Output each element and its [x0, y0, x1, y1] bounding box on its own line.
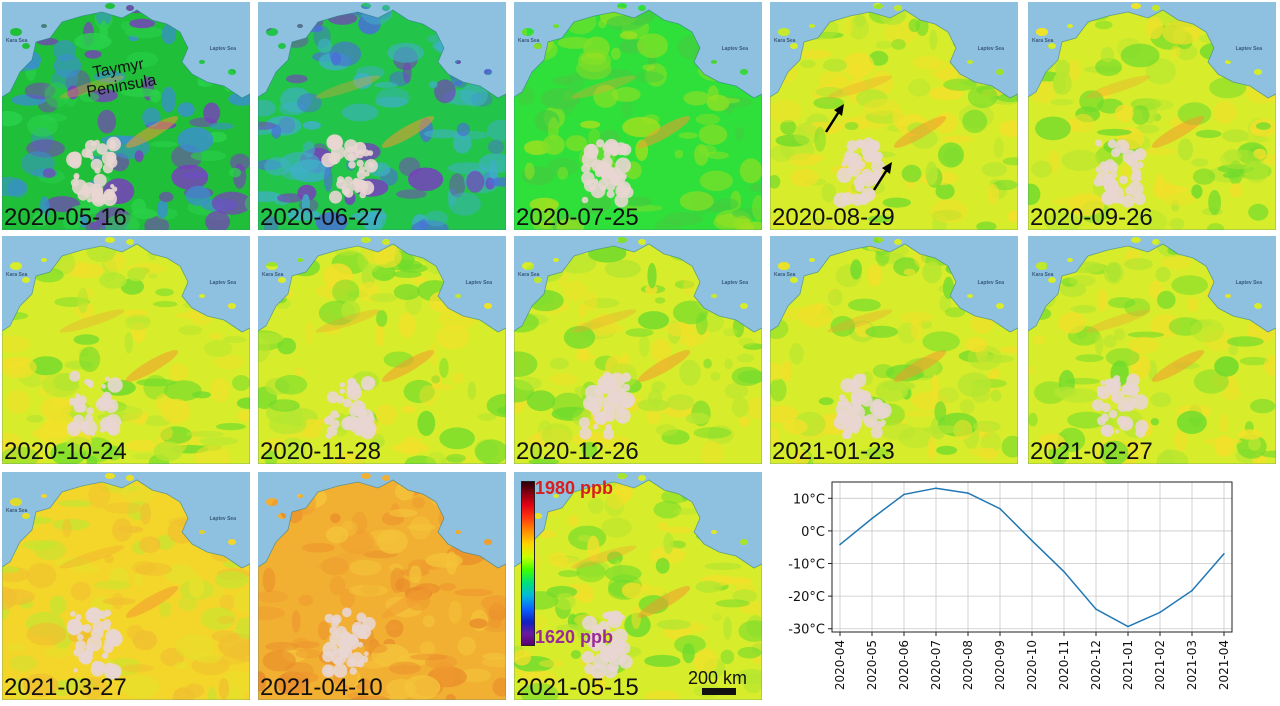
arrow-icon — [824, 104, 844, 133]
x-tick-label: 2021-04 — [1217, 640, 1231, 690]
map-panel: Kara Sea Laptev Sea 2020-09-26 — [1028, 2, 1276, 230]
kara-sea-label: Kara Sea — [774, 272, 796, 278]
y-tick-label: -10°C — [788, 558, 825, 573]
methane-map — [770, 236, 1018, 464]
map-panel: Kara Sea Laptev Sea 2020-07-25 — [514, 2, 762, 230]
kara-sea-label: Kara Sea — [1032, 38, 1054, 44]
x-tick-label: 2020-07 — [929, 640, 943, 690]
methane-map — [1028, 236, 1276, 464]
laptev-sea-label: Laptev Sea — [209, 46, 236, 52]
map-panel: Kara Sea Laptev Sea 2021-02-27 — [1028, 236, 1276, 464]
methane-map — [514, 236, 762, 464]
methane-map — [258, 472, 506, 700]
date-label: 2021-05-15 — [516, 674, 639, 700]
x-tick-label: 2020-05 — [865, 640, 879, 690]
colorbar-min-label: 1620 ppb — [535, 627, 614, 647]
date-label: 2020-12-26 — [516, 438, 639, 464]
date-label: 2020-05-16 — [4, 204, 127, 230]
date-label: 2021-02-27 — [1030, 438, 1153, 464]
data-point — [1191, 589, 1193, 592]
methane-map — [770, 2, 1018, 230]
x-tick-label: 2021-03 — [1185, 640, 1199, 690]
laptev-sea-label: Laptev Sea — [721, 280, 748, 286]
x-tick-label: 2020-06 — [897, 640, 911, 690]
x-tick-label: 2020-12 — [1089, 640, 1103, 690]
methane-colorbar — [521, 481, 535, 646]
laptev-sea-label: Laptev Sea — [465, 280, 492, 286]
kara-sea-label: Kara Sea — [774, 38, 796, 44]
laptev-sea-label: Laptev Sea — [1235, 280, 1262, 286]
x-tick-label: 2020-10 — [1025, 640, 1039, 690]
data-point — [1127, 625, 1129, 628]
methane-map — [514, 472, 762, 700]
data-point — [999, 507, 1001, 510]
y-tick-label: 10°C — [793, 492, 825, 507]
map-panel: 2021-05-15 — [514, 472, 762, 700]
map-panel: Kara Sea Laptev Sea 2020-10-24 — [2, 236, 250, 464]
kara-sea-label: Kara Sea — [518, 272, 540, 278]
methane-map — [2, 472, 250, 700]
map-panel: Kara Sea Laptev Sea 2021-01-23 — [770, 236, 1018, 464]
laptev-sea-label: Laptev Sea — [209, 516, 236, 522]
laptev-sea-label: Laptev Sea — [977, 280, 1004, 286]
temperature-chart: 10°C 0°C -10°C -20°C -30°C 2020-04 2020-05 2020… — [788, 481, 1233, 690]
data-point — [1095, 608, 1097, 610]
methane-map — [258, 2, 506, 230]
date-label: 2020-07-25 — [516, 204, 639, 230]
y-tick-label: -30°C — [788, 623, 825, 638]
x-tick-label: 2021-01 — [1121, 640, 1135, 690]
x-tick-label: 2020-09 — [993, 640, 1007, 690]
x-tick-label: 2020-08 — [961, 640, 975, 690]
date-label: 2021-04-10 — [260, 674, 383, 700]
laptev-sea-label: Laptev Sea — [1235, 46, 1262, 52]
date-label: 2020-10-24 — [4, 438, 127, 464]
kara-sea-label: Kara Sea — [6, 508, 28, 514]
methane-map — [1028, 2, 1276, 230]
methane-map — [2, 236, 250, 464]
scale-bar — [702, 688, 736, 695]
laptev-sea-label: Laptev Sea — [977, 46, 1004, 52]
kara-sea-label: Kara Sea — [6, 38, 28, 44]
y-tick-label: 0°C — [801, 525, 825, 540]
data-point — [1159, 611, 1161, 614]
x-tick-label: 2020-11 — [1057, 640, 1071, 690]
map-panel: Kara Sea Laptev Sea 2021-03-27 — [2, 472, 250, 700]
date-label: 2020-09-26 — [1030, 204, 1153, 230]
methane-map — [2, 2, 250, 230]
laptev-sea-label: Laptev Sea — [721, 46, 748, 52]
data-point — [903, 493, 905, 496]
arrow-icon — [872, 162, 892, 191]
kara-sea-label: Kara Sea — [262, 272, 284, 278]
kara-sea-label: Kara Sea — [518, 38, 540, 44]
methane-map — [258, 236, 506, 464]
colorbar-max-label: 1980 ppb — [535, 478, 614, 498]
data-point — [1031, 539, 1033, 542]
map-panel: 2021-04-10 — [258, 472, 506, 700]
date-label: 2020-11-28 — [260, 438, 381, 464]
map-panel: Kara Sea Laptev Sea 2020-11-28 — [258, 236, 506, 464]
date-label: 2021-01-23 — [772, 438, 895, 464]
map-panel: Kara Sea Laptev Sea 2020-12-26 — [514, 236, 762, 464]
laptev-sea-label: Laptev Sea — [209, 280, 236, 286]
map-panel: Kara Sea Laptev Sea 2020-08-29 — [770, 2, 1018, 230]
data-point — [1063, 570, 1065, 573]
kara-sea-label: Kara Sea — [1032, 272, 1054, 278]
data-point — [1223, 552, 1225, 555]
data-point — [935, 487, 937, 489]
data-point — [839, 543, 841, 546]
map-panel: 2020-06-27 — [258, 2, 506, 230]
data-point — [871, 517, 873, 520]
map-panel: Kara Sea Laptev Sea Taymyr Peninsula 202… — [2, 2, 250, 230]
date-label: 2020-06-27 — [260, 204, 383, 230]
methane-map — [514, 2, 762, 230]
y-tick-label: -20°C — [788, 590, 825, 605]
data-point — [967, 492, 969, 494]
scale-bar-label: 200 km — [688, 668, 748, 688]
x-tick-label: 2021-02 — [1153, 640, 1167, 690]
kara-sea-label: Kara Sea — [6, 272, 28, 278]
date-label: 2021-03-27 — [4, 674, 127, 700]
x-tick-label: 2020-04 — [833, 640, 847, 690]
date-label: 2020-08-29 — [772, 204, 895, 230]
